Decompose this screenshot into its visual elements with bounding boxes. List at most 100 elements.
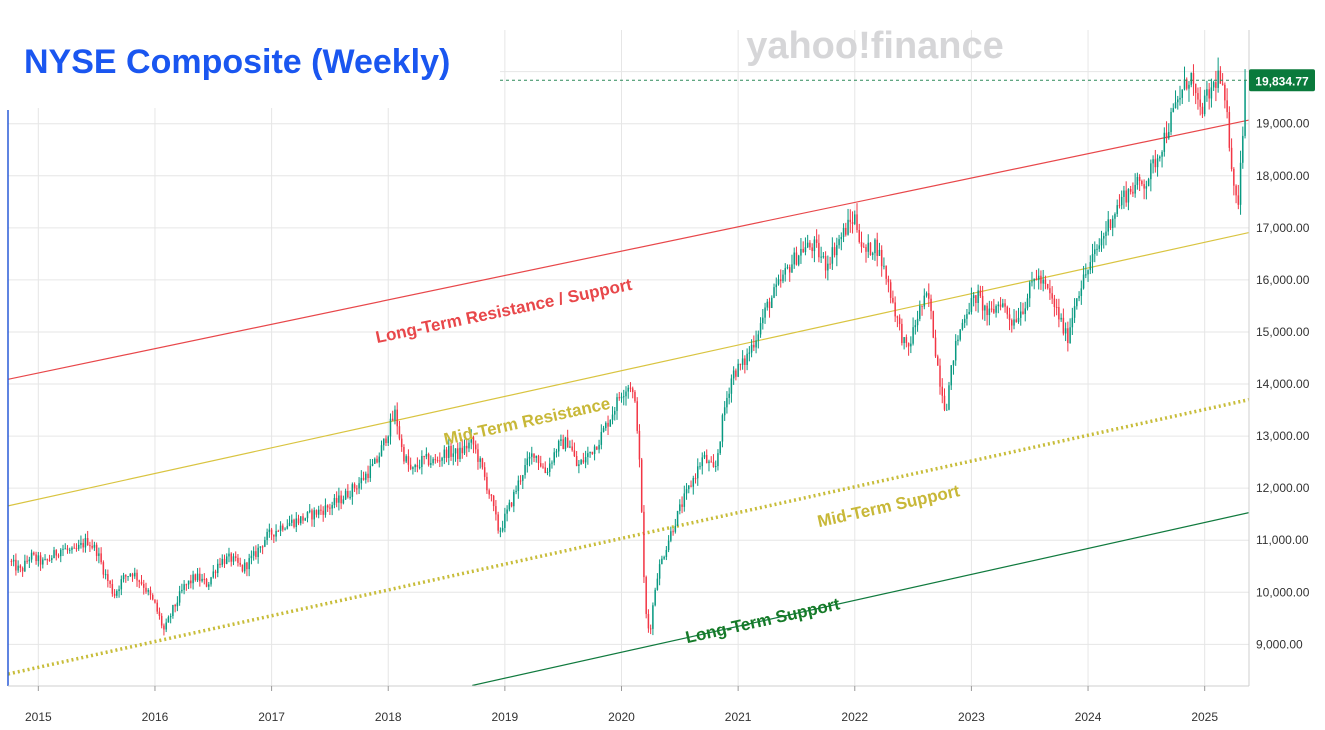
candle-body bbox=[611, 414, 614, 420]
x-tick-label: 2016 bbox=[142, 710, 169, 724]
candle-body bbox=[1136, 176, 1139, 185]
candle-body bbox=[308, 510, 311, 512]
candle-body bbox=[694, 478, 697, 480]
candle-body bbox=[566, 437, 569, 448]
candle-body bbox=[1114, 213, 1116, 219]
candle-body bbox=[241, 564, 244, 572]
candle-body bbox=[98, 553, 100, 556]
candle-body bbox=[1107, 219, 1109, 232]
candle-body bbox=[35, 554, 37, 562]
candle-body bbox=[818, 242, 820, 258]
candle-body bbox=[1215, 82, 1217, 88]
candle-body bbox=[136, 572, 138, 581]
candle-body bbox=[728, 393, 730, 398]
candle-body bbox=[382, 438, 385, 446]
candle-body bbox=[795, 252, 798, 265]
candle-body bbox=[768, 301, 771, 309]
candle-body bbox=[602, 428, 605, 432]
candle-body bbox=[914, 325, 917, 328]
candle-body bbox=[277, 530, 280, 532]
candle-body bbox=[557, 440, 560, 452]
candle-body bbox=[788, 267, 791, 273]
candle-body bbox=[1060, 317, 1062, 320]
candle-body bbox=[425, 453, 428, 457]
candle-body bbox=[100, 553, 102, 563]
candle-body bbox=[513, 491, 515, 507]
candle-body bbox=[219, 563, 221, 565]
candle-body bbox=[1049, 288, 1051, 294]
candle-body bbox=[1230, 147, 1233, 169]
candle-body bbox=[416, 464, 419, 468]
candle-body bbox=[746, 353, 748, 365]
candle-body bbox=[1006, 306, 1009, 315]
candle-body bbox=[362, 477, 365, 480]
candle-body bbox=[676, 510, 679, 526]
candle-body bbox=[1026, 298, 1029, 309]
candle-body bbox=[89, 545, 91, 547]
candle-body bbox=[149, 590, 152, 596]
candle-body bbox=[990, 308, 993, 310]
candle-body bbox=[726, 397, 728, 408]
candle-body bbox=[439, 460, 441, 462]
candle-body bbox=[1224, 84, 1226, 101]
candle-body bbox=[324, 505, 327, 515]
candle-body bbox=[486, 476, 488, 491]
candle-body bbox=[824, 256, 827, 271]
candle-body bbox=[674, 525, 677, 532]
candle-body bbox=[102, 562, 105, 575]
candle-body bbox=[869, 242, 872, 256]
candle-body bbox=[44, 559, 46, 561]
candle-body bbox=[1244, 80, 1246, 136]
candle-body bbox=[203, 578, 206, 580]
candle-body bbox=[60, 549, 62, 557]
candle-body bbox=[210, 577, 212, 585]
candle-body bbox=[995, 306, 997, 313]
candle-body bbox=[508, 502, 511, 510]
candle-body bbox=[858, 229, 861, 242]
candle-body bbox=[468, 442, 470, 449]
candle-body bbox=[952, 360, 955, 366]
candle-body bbox=[1147, 179, 1150, 187]
candle-body bbox=[708, 461, 710, 464]
candle-body bbox=[448, 445, 450, 458]
candle-body bbox=[780, 279, 782, 282]
candle-body bbox=[531, 453, 533, 457]
candle-body bbox=[840, 237, 843, 240]
candle-body bbox=[591, 451, 594, 454]
candle-body bbox=[252, 551, 255, 556]
candle-body bbox=[878, 249, 881, 256]
candle-body bbox=[1183, 79, 1186, 90]
candle-body bbox=[517, 480, 520, 491]
last-price-tag bbox=[1249, 69, 1315, 92]
y-tick-label: 18,000.00 bbox=[1256, 169, 1310, 183]
candle-body bbox=[784, 268, 786, 275]
candle-body bbox=[445, 449, 448, 458]
candle-body bbox=[371, 463, 374, 466]
candles bbox=[10, 57, 1246, 636]
candle-body bbox=[39, 555, 42, 565]
candle-body bbox=[212, 571, 215, 578]
candle-body bbox=[19, 565, 22, 569]
candle-body bbox=[672, 531, 674, 533]
candle-body bbox=[966, 314, 968, 319]
candle-body bbox=[118, 589, 120, 591]
candle-body bbox=[723, 407, 726, 416]
candle-body bbox=[317, 509, 320, 515]
candle-body bbox=[504, 513, 506, 528]
candle-body bbox=[154, 599, 156, 603]
candle-body bbox=[986, 305, 988, 316]
candle-body bbox=[730, 378, 733, 394]
candle-body bbox=[273, 534, 275, 537]
candle-body bbox=[598, 444, 600, 450]
candle-body bbox=[1046, 283, 1049, 289]
candle-body bbox=[306, 511, 309, 519]
candle-body bbox=[21, 568, 24, 572]
candle-body bbox=[510, 502, 513, 507]
candle-body bbox=[492, 495, 495, 507]
candle-body bbox=[107, 574, 109, 581]
candle-body bbox=[771, 297, 773, 309]
candle-body bbox=[1073, 306, 1076, 318]
grid bbox=[8, 30, 1249, 686]
